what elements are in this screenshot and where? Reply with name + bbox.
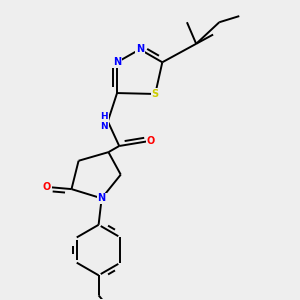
Text: N: N (113, 57, 121, 67)
Text: S: S (152, 89, 159, 99)
Text: N: N (136, 44, 144, 54)
Text: O: O (147, 136, 155, 146)
Text: N: N (98, 193, 106, 203)
Text: O: O (43, 182, 51, 192)
Text: H
N: H N (100, 112, 108, 131)
